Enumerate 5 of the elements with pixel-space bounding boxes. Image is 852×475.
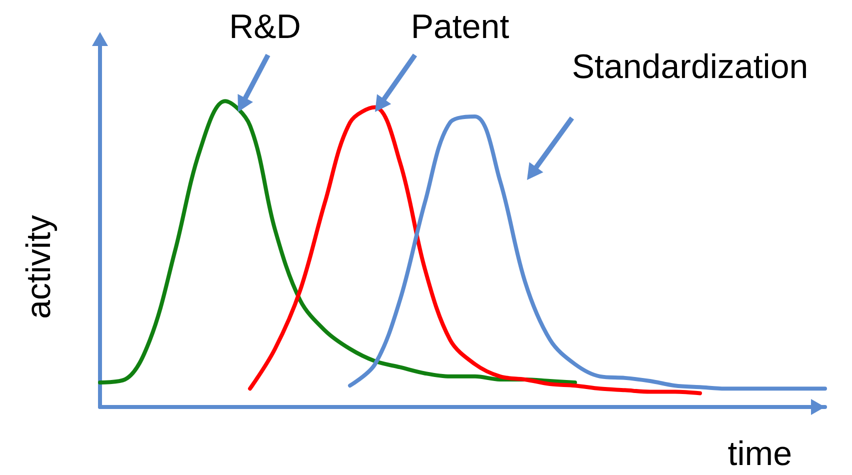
text: Patent: [410, 8, 510, 47]
y-axis-title: activity: [20, 214, 58, 319]
series-label: R&D: [229, 8, 301, 47]
x-axis-title: time: [728, 435, 792, 473]
text: Standardization: [572, 48, 808, 87]
